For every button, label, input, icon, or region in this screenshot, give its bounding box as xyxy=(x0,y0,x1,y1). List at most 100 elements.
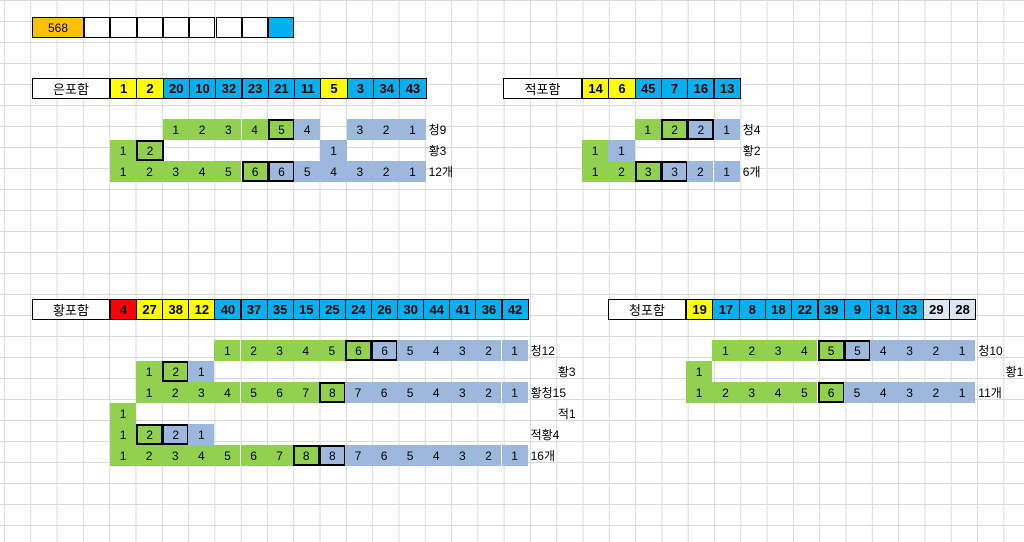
sequence-cell[interactable]: 26 xyxy=(371,299,399,320)
count-cell[interactable]: 5 xyxy=(843,340,872,361)
count-cell[interactable]: 3 xyxy=(896,382,923,403)
count-cell[interactable]: 1 xyxy=(713,161,740,182)
count-cell[interactable]: 2 xyxy=(922,382,949,403)
block-title-hwangpoham[interactable]: 황포함 xyxy=(32,299,110,320)
top-empty-cell[interactable] xyxy=(215,17,242,38)
top-empty-cell[interactable] xyxy=(110,17,137,38)
count-cell[interactable]: 3 xyxy=(346,161,373,182)
count-cell[interactable]: 5 xyxy=(267,119,296,140)
count-cell[interactable]: 2 xyxy=(136,161,163,182)
count-cell[interactable]: 1 xyxy=(634,119,661,140)
row-summary-label[interactable]: 황3 xyxy=(557,365,576,379)
count-cell[interactable]: 2 xyxy=(687,161,714,182)
count-cell[interactable]: 2 xyxy=(922,340,949,361)
count-cell[interactable]: 4 xyxy=(241,119,268,140)
top-empty-cell[interactable] xyxy=(162,17,190,38)
count-cell[interactable]: 2 xyxy=(188,119,216,140)
count-cell[interactable]: 6 xyxy=(371,382,398,403)
count-cell[interactable]: 3 xyxy=(660,161,689,182)
sequence-cell[interactable]: 36 xyxy=(475,299,503,320)
count-cell[interactable]: 6 xyxy=(241,161,269,182)
count-cell[interactable]: 6 xyxy=(371,445,398,466)
count-cell[interactable]: 3 xyxy=(162,161,189,182)
count-cell[interactable]: 4 xyxy=(214,382,241,403)
count-cell[interactable]: 1 xyxy=(110,445,137,466)
sequence-cell[interactable]: 8 xyxy=(738,299,766,320)
sequence-cell[interactable]: 29 xyxy=(922,299,950,320)
count-cell[interactable]: 4 xyxy=(791,340,818,361)
count-cell[interactable]: 3 xyxy=(896,340,923,361)
row-summary-label[interactable]: 황1 xyxy=(1005,365,1024,379)
sequence-cell[interactable]: 43 xyxy=(399,78,427,99)
sequence-cell[interactable]: 32 xyxy=(215,78,243,99)
count-cell[interactable]: 1 xyxy=(686,382,713,403)
count-cell[interactable]: 1 xyxy=(501,445,528,466)
count-cell[interactable]: 1 xyxy=(712,340,739,361)
top-empty-cell[interactable] xyxy=(84,17,111,38)
count-cell[interactable]: 4 xyxy=(188,445,215,466)
count-cell[interactable]: 1 xyxy=(110,403,137,424)
count-cell[interactable]: 3 xyxy=(162,445,189,466)
sequence-cell[interactable]: 22 xyxy=(791,299,819,320)
sequence-cell[interactable]: 24 xyxy=(344,299,372,320)
count-cell[interactable]: 4 xyxy=(870,382,897,403)
count-cell[interactable]: 1 xyxy=(188,361,215,382)
count-cell[interactable]: 5 xyxy=(791,382,818,403)
count-cell[interactable]: 6 xyxy=(817,382,845,403)
count-cell[interactable]: 5 xyxy=(214,445,241,466)
count-cell[interactable]: 5 xyxy=(397,382,424,403)
count-cell[interactable]: 3 xyxy=(449,382,476,403)
count-cell[interactable]: 8 xyxy=(318,445,346,466)
count-cell[interactable]: 5 xyxy=(318,340,345,361)
sequence-cell[interactable]: 21 xyxy=(267,78,296,99)
count-cell[interactable]: 3 xyxy=(449,445,476,466)
count-cell[interactable]: 2 xyxy=(162,361,190,382)
row-summary-label[interactable]: 청4 xyxy=(742,123,761,137)
sequence-cell[interactable]: 10 xyxy=(188,78,217,99)
sequence-cell[interactable]: 20 xyxy=(162,78,190,99)
count-cell[interactable]: 1 xyxy=(320,140,347,161)
count-cell[interactable]: 2 xyxy=(608,161,635,182)
count-cell[interactable]: 2 xyxy=(712,382,739,403)
count-cell[interactable]: 3 xyxy=(738,382,765,403)
count-cell[interactable]: 1 xyxy=(501,382,528,403)
top-empty-cell[interactable] xyxy=(189,17,216,38)
sequence-cell[interactable]: 38 xyxy=(162,299,190,320)
count-cell[interactable]: 1 xyxy=(399,119,426,140)
block-title-cheongpoham[interactable]: 청포함 xyxy=(608,299,686,320)
count-cell[interactable]: 4 xyxy=(870,340,897,361)
count-cell[interactable]: 1 xyxy=(582,161,609,182)
count-cell[interactable]: 1 xyxy=(949,340,976,361)
count-cell[interactable]: 1 xyxy=(501,340,528,361)
row-summary-label[interactable]: 청10 xyxy=(978,344,1003,358)
count-cell[interactable]: 3 xyxy=(449,340,476,361)
count-cell[interactable]: 7 xyxy=(344,382,371,403)
count-cell[interactable]: 1 xyxy=(110,140,137,161)
count-cell[interactable]: 1 xyxy=(110,424,137,445)
count-cell[interactable]: 1 xyxy=(399,161,426,182)
sequence-cell[interactable]: 13 xyxy=(713,78,741,99)
sequence-cell[interactable]: 16 xyxy=(687,78,715,99)
count-cell[interactable]: 6 xyxy=(240,445,267,466)
sequence-cell[interactable]: 7 xyxy=(660,78,689,99)
count-cell[interactable]: 4 xyxy=(188,161,216,182)
count-cell[interactable]: 2 xyxy=(475,382,502,403)
count-cell[interactable]: 5 xyxy=(240,382,267,403)
row-summary-label[interactable]: 적황4 xyxy=(530,428,560,442)
sequence-cell[interactable]: 3 xyxy=(346,78,374,99)
count-cell[interactable]: 3 xyxy=(215,119,242,140)
row-summary-label[interactable]: 황2 xyxy=(742,144,761,158)
sequence-cell[interactable]: 4 xyxy=(110,299,138,320)
top-value-cell[interactable]: 568 xyxy=(32,17,84,38)
count-cell[interactable]: 3 xyxy=(266,340,293,361)
count-cell[interactable]: 2 xyxy=(373,119,400,140)
count-cell[interactable]: 8 xyxy=(292,445,320,466)
count-cell[interactable]: 4 xyxy=(320,161,347,182)
sequence-cell[interactable]: 33 xyxy=(896,299,924,320)
count-cell[interactable]: 1 xyxy=(686,361,713,382)
count-cell[interactable]: 4 xyxy=(423,382,450,403)
count-cell[interactable]: 2 xyxy=(660,119,689,140)
count-cell[interactable]: 4 xyxy=(294,119,321,140)
row-summary-label[interactable]: 적1 xyxy=(557,407,576,421)
count-cell[interactable]: 4 xyxy=(423,340,450,361)
